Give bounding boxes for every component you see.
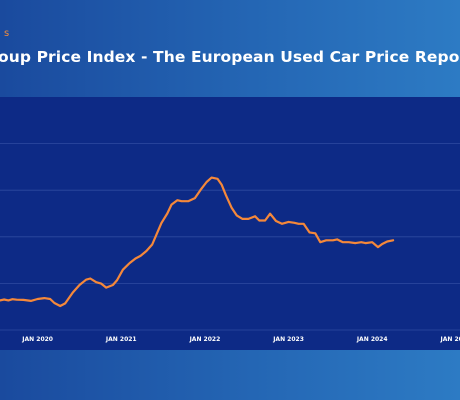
x-tick-label: JAN 2020: [21, 336, 53, 343]
chart-title: oup Price Index - The European Used Car …: [0, 48, 460, 66]
series-layer: [0, 176, 395, 308]
x-tick-label: JAN 2025: [439, 336, 460, 343]
x-tick-label: JAN 2023: [272, 336, 304, 343]
top-label: s: [4, 28, 10, 39]
series-line: [0, 176, 395, 308]
gridlines: [0, 143, 460, 331]
plot-area: [0, 97, 460, 350]
x-axis-ticks: JAN 2020 JAN 2021 JAN 2022 JAN 2023 JAN 2024…: [21, 336, 460, 343]
x-tick-label: JAN 2022: [189, 336, 221, 343]
x-tick-label: JAN 2021: [105, 336, 137, 343]
x-tick-label: JAN 2024: [356, 336, 388, 343]
